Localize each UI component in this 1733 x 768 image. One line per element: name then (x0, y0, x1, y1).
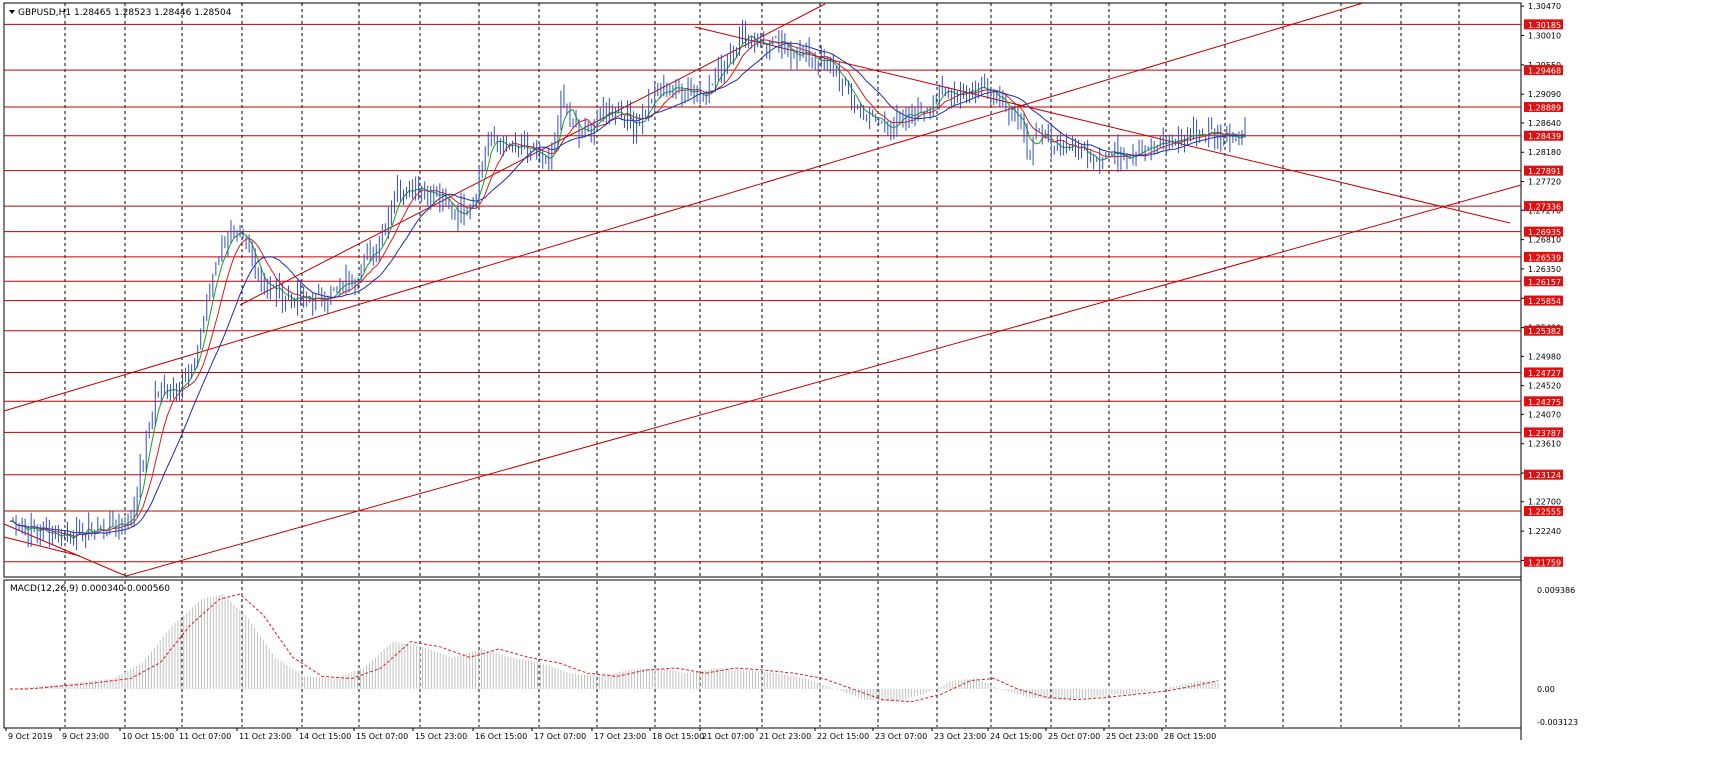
price-scale-label: 1.22700 (1528, 498, 1561, 507)
macd-indicator (10, 593, 1219, 703)
price-scale-label: 1.26810 (1528, 236, 1561, 245)
horizontal-levels (4, 23, 1521, 563)
time-axis-label: 10 Oct 15:00 (122, 732, 174, 741)
trendline (3, 2, 1364, 412)
price-tag-label: 1.25854 (1528, 297, 1561, 306)
price-tags: 1.30185 1.29468 1.28889 1.28439 1.27891 1.273… (1524, 19, 1563, 567)
price-tag (1524, 325, 1563, 336)
ohlc-values: 1.28465 1.28523 1.28446 1.28504 (74, 8, 232, 18)
price-tag-label: 1.28439 (1528, 132, 1561, 141)
price-tag-label: 1.22555 (1528, 507, 1561, 516)
price-tag-label: 1.28889 (1528, 104, 1561, 113)
price-tag (1524, 226, 1563, 237)
symbol-label: GBPUSD,H1 (18, 8, 71, 18)
price-tag (1524, 251, 1563, 262)
price-tag-label: 1.27336 (1528, 203, 1561, 212)
price-scale-label: 1.22240 (1528, 527, 1561, 536)
time-axis-label: 14 Oct 15:00 (299, 732, 351, 741)
price-tag (1524, 102, 1563, 113)
price-scale-label: 1.23610 (1528, 440, 1561, 449)
time-axis-label: 24 Oct 15:00 (990, 732, 1042, 741)
macd-scale-label: 0.009386 (1537, 586, 1575, 595)
time-axis-label: 16 Oct 15:00 (475, 732, 527, 741)
time-axis-label: 9 Oct 23:00 (62, 732, 109, 741)
price-tag-label: 1.23124 (1528, 471, 1561, 480)
price-scale-label: 1.30010 (1528, 32, 1561, 41)
time-axis-label: 17 Oct 07:00 (534, 732, 586, 741)
price-tag-label: 1.23787 (1528, 429, 1561, 438)
trendline (3, 536, 81, 557)
price-tag (1524, 396, 1563, 407)
macd-signal-line (10, 593, 1219, 703)
price-tag-label: 1.25382 (1528, 327, 1561, 336)
trendlines (3, 2, 1522, 577)
time-axis-label: 21 Oct 23:00 (759, 732, 811, 741)
trendline (239, 3, 826, 306)
time-axis-label: 11 Oct 23:00 (239, 732, 291, 741)
time-axis-label: 15 Oct 23:00 (415, 732, 467, 741)
price-tag-label: 1.26157 (1528, 278, 1561, 287)
price-tag (1524, 19, 1563, 30)
price-scale-label: 1.28640 (1528, 119, 1561, 128)
time-axis-label: 22 Oct 15:00 (817, 732, 869, 741)
macd-scale-label: -0.003123 (1537, 718, 1578, 727)
time-axis-label: 23 Oct 23:00 (934, 732, 986, 741)
price-tag-label: 1.30185 (1528, 21, 1561, 30)
price-tag (1524, 130, 1563, 141)
time-axis-label: 28 Oct 15:00 (1164, 732, 1216, 741)
price-tag-label: 1.29468 (1528, 67, 1561, 76)
price-scale-label: 1.26350 (1528, 265, 1561, 274)
price-scale-label: 1.28180 (1528, 148, 1561, 157)
trendline (125, 184, 1522, 577)
price-tag (1524, 367, 1563, 378)
time-axis-label: 21 Oct 07:00 (702, 732, 754, 741)
trendline (3, 523, 127, 577)
price-tag (1524, 505, 1563, 516)
chart-header: GBPUSD,H1 1.28465 1.28523 1.28446 1.2850… (9, 8, 232, 18)
price-scale-label: 1.24980 (1528, 352, 1561, 361)
price-tag-label: 1.24727 (1528, 369, 1561, 378)
macd-label: MACD(12,26,9) 0.000340 0.000560 (10, 584, 170, 594)
dropdown-triangle-icon[interactable] (9, 10, 15, 14)
price-scale-label: 1.30470 (1528, 2, 1561, 11)
price-scale-label: 1.29090 (1528, 90, 1561, 99)
price-tag-label: 1.21759 (1528, 558, 1561, 567)
price-tag-label: 1.26539 (1528, 253, 1561, 262)
time-axis-label: 23 Oct 07:00 (875, 732, 927, 741)
price-tag (1524, 427, 1563, 438)
candles (12, 19, 1246, 551)
price-tag (1524, 469, 1563, 480)
grid (64, 3, 1460, 727)
trendline (694, 26, 1511, 224)
price-scale-label: 1.24520 (1528, 382, 1561, 391)
price-tag-label: 1.26935 (1528, 228, 1561, 237)
time-axis-label: 25 Oct 23:00 (1106, 732, 1158, 741)
price-tag (1524, 276, 1563, 287)
macd-scale-label: 0.00 (1537, 685, 1555, 694)
time-axis-label: 17 Oct 23:00 (594, 732, 646, 741)
time-axis-label: 15 Oct 07:00 (356, 732, 408, 741)
time-axis-label: 9 Oct 2019 (8, 732, 52, 741)
price-tag-label: 1.27891 (1528, 167, 1561, 176)
price-tag (1524, 295, 1563, 306)
time-axis: 9 Oct 2019 9 Oct 23:00 10 Oct 15:00 11 Oct … (5, 728, 1216, 741)
time-axis-label: 18 Oct 15:00 (652, 732, 704, 741)
price-tag (1524, 556, 1563, 567)
price-tag (1524, 165, 1563, 176)
price-scale-label: 1.27720 (1528, 178, 1561, 187)
time-axis-label: 25 Oct 07:00 (1048, 732, 1100, 741)
time-axis-label: 11 Oct 07:00 (179, 732, 231, 741)
price-scale-label: 1.24070 (1528, 410, 1561, 419)
price-tag (1524, 65, 1563, 76)
price-tag (1524, 201, 1563, 212)
price-tag-label: 1.24275 (1528, 398, 1561, 407)
